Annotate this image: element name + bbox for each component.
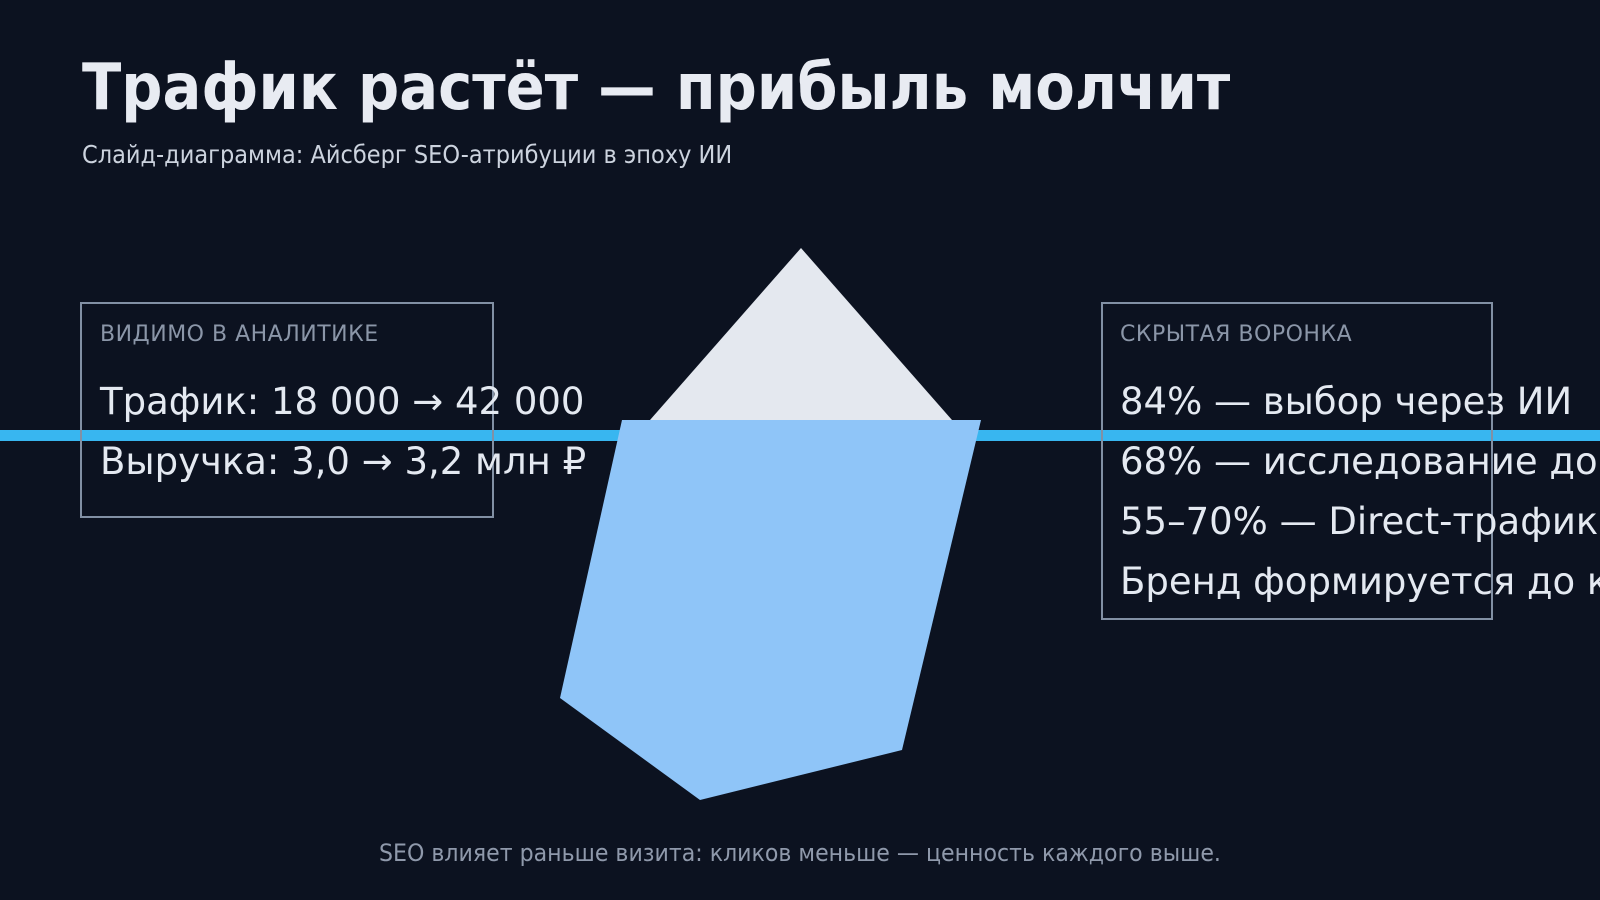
footer-note: SEO влияет раньше визита: кликов меньше … xyxy=(379,839,1221,867)
visible-analytics-header: ВИДИМО В АНАЛИТИКЕ xyxy=(100,322,379,347)
iceberg-underwater-shape xyxy=(560,420,981,800)
direct-traffic-stat-line: 55–70% — Direct-трафик xyxy=(1120,500,1599,543)
research-stat-line: 68% — исследование до С xyxy=(1120,440,1600,483)
iceberg-above-water-shape xyxy=(650,248,952,420)
hidden-funnel-header: СКРЫТАЯ ВОРОНКА xyxy=(1120,322,1353,347)
ai-choice-stat-line: 84% — выбор через ИИ xyxy=(1120,380,1573,423)
page-title: Трафик растёт — прибыль молчит xyxy=(82,51,1231,125)
page-subtitle: Слайд-диаграмма: Айсберг SEO-атрибуции в… xyxy=(82,140,733,169)
visible-analytics-box xyxy=(80,302,494,518)
hidden-funnel-box xyxy=(1101,302,1493,620)
traffic-stat-line: Трафик: 18 000 → 42 000 xyxy=(100,380,585,423)
brand-stat-line: Бренд формируется до кл xyxy=(1120,560,1600,603)
revenue-stat-line: Выручка: 3,0 → 3,2 млн ₽ xyxy=(100,440,587,483)
